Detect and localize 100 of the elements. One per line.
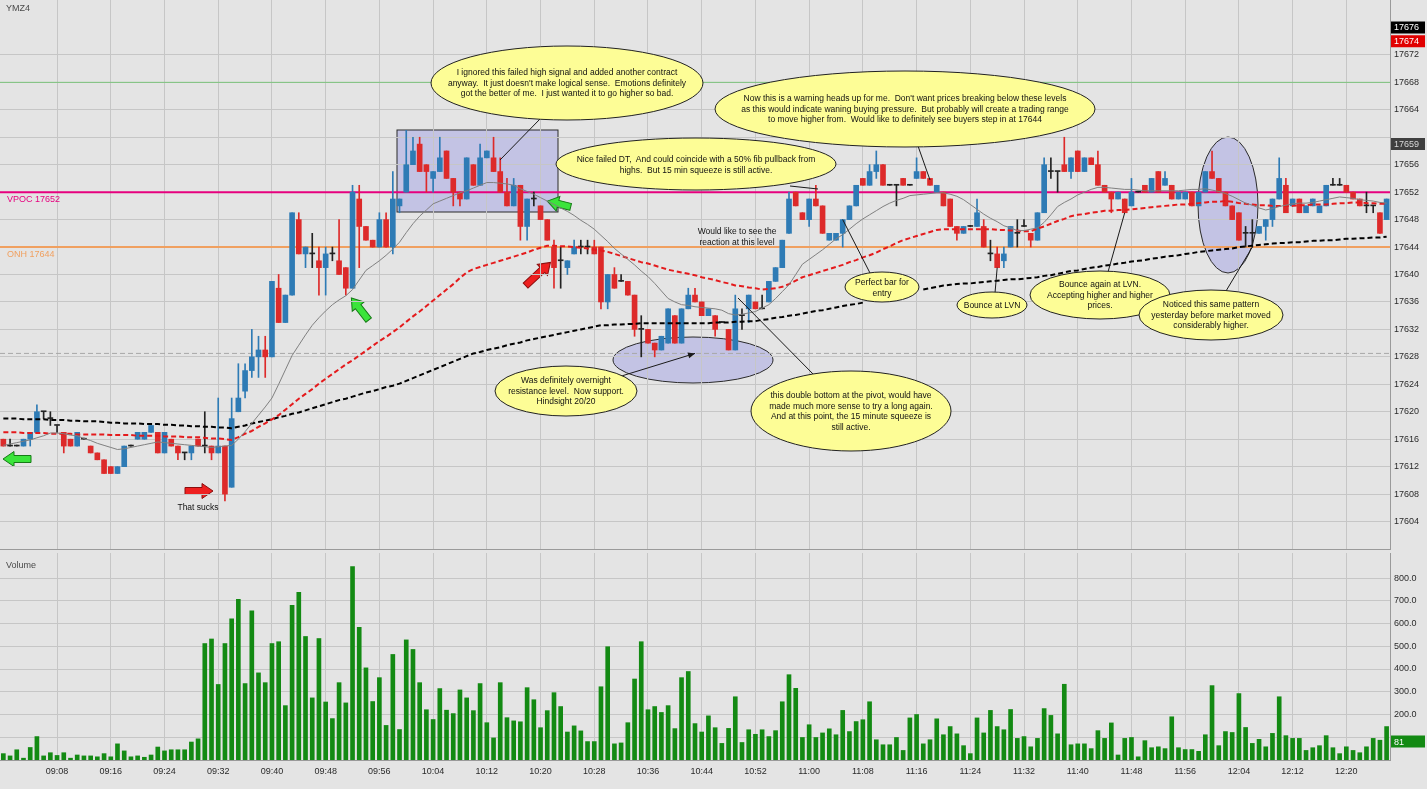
bar	[128, 756, 134, 760]
bar	[544, 710, 550, 760]
text: Volume	[6, 559, 37, 570]
bar	[638, 641, 644, 760]
x-tick-label: 10:12	[475, 765, 499, 776]
bar	[934, 718, 940, 760]
bar	[1290, 738, 1295, 760]
annotation: That sucks	[177, 501, 219, 513]
bar	[497, 682, 503, 760]
bar	[330, 718, 335, 760]
bar	[632, 678, 637, 760]
bar	[377, 677, 382, 760]
y-tick-label: 700.0	[1394, 595, 1417, 606]
bar	[685, 671, 691, 760]
bar	[699, 731, 705, 760]
y-tick-label: 17652	[1394, 186, 1420, 197]
bar	[1008, 709, 1013, 760]
bar	[1156, 746, 1161, 760]
bar	[558, 706, 563, 760]
bar	[397, 729, 402, 760]
bar	[847, 731, 852, 760]
bar	[518, 721, 523, 760]
bar	[249, 610, 255, 760]
bar	[887, 744, 893, 760]
bar	[303, 636, 308, 760]
bar	[894, 737, 899, 760]
bar	[1108, 722, 1114, 760]
bar	[68, 757, 73, 760]
candlestick	[557, 246, 564, 289]
bar	[95, 756, 100, 760]
x-tick-label: 10:44	[690, 765, 713, 776]
bar	[1310, 747, 1316, 760]
y-tick-label: 17612	[1394, 461, 1420, 472]
x-tick-label: 09:16	[99, 765, 123, 776]
x-tick-label: 10:36	[636, 765, 660, 776]
y-tick-label: 17628	[1394, 351, 1420, 362]
y-tick-label: 17640	[1394, 268, 1420, 279]
bar	[800, 737, 805, 760]
candlestick	[54, 424, 60, 433]
bar	[1344, 746, 1349, 760]
bar	[162, 750, 167, 760]
bar	[115, 743, 120, 760]
bar	[1216, 745, 1222, 760]
bar	[1276, 696, 1282, 760]
bar	[1035, 738, 1040, 760]
x-tick-label: 12:20	[1335, 765, 1358, 776]
x-tick-label: 09:08	[45, 765, 69, 776]
bar	[61, 752, 67, 760]
bar	[309, 697, 315, 760]
annotation: Was definitely overnight resistance level. Now support. Hindsight 20/20	[508, 375, 624, 407]
annotation: I ignored this failed high signal and added another contract anyway. It just doesn't make logical sense. Emotions definitely got the better of me. I just wanted it to go higher so bad.	[447, 67, 687, 99]
bar	[464, 697, 470, 760]
y-tick-label: 17608	[1394, 488, 1420, 499]
bar	[108, 756, 114, 760]
bar	[826, 728, 832, 760]
bar	[101, 753, 107, 760]
y-tick-label: 17672	[1394, 49, 1420, 60]
bar	[370, 701, 376, 760]
bar	[1263, 746, 1269, 760]
y-tick-label: 17616	[1394, 433, 1420, 444]
bar	[168, 749, 174, 760]
bar	[612, 743, 617, 760]
annotation: Nice failed DT, And could coincide with a 50% fib pullback from highs. But 15 min squeeze is still active.	[576, 153, 816, 175]
x-tick-label: 12:04	[1227, 765, 1251, 776]
bar	[209, 638, 214, 760]
bar	[1337, 753, 1342, 760]
x-tick-label: 11:24	[959, 765, 982, 776]
bar	[994, 726, 1000, 760]
bar	[1317, 745, 1322, 760]
bar	[424, 709, 429, 760]
bar	[1129, 737, 1134, 760]
annotation: 17674	[1394, 36, 1420, 47]
bar	[1014, 738, 1020, 760]
bar	[350, 566, 355, 760]
candlestick	[1014, 219, 1021, 248]
bar	[1270, 733, 1275, 760]
annotation: this double bottom at the pivot, would have made much more sense to try a long again. And at this point, the 15 minute squeeze is still active.	[769, 390, 933, 432]
x-tick-label: 09:56	[368, 765, 391, 776]
x-tick-label: 09:32	[206, 765, 230, 776]
bar	[726, 728, 731, 760]
x-tick-label: 09:48	[314, 765, 337, 776]
bar	[941, 734, 946, 760]
bar	[256, 672, 261, 760]
y-tick-label: 400.0	[1394, 663, 1417, 674]
bar	[1082, 743, 1087, 760]
bar	[262, 682, 268, 760]
y-tick-label: 200.0	[1394, 708, 1417, 719]
x-tick-label: 11:32	[1013, 765, 1035, 776]
bar	[1323, 735, 1329, 760]
bar	[1102, 738, 1107, 760]
candlestick	[1021, 219, 1027, 227]
candlestick	[316, 246, 322, 296]
bar	[679, 677, 684, 760]
bar	[175, 749, 181, 760]
bar	[1088, 748, 1094, 760]
bar	[605, 646, 611, 760]
annotation: Now this is a warning heads up for me. Don't want prices breaking below these levels as this would indicate waning buying pressure. But probably will create a trading range to move higher from. Would like to definitely see buyers step in at 17644	[741, 93, 1069, 125]
bar	[511, 720, 517, 760]
bar	[753, 733, 758, 760]
bar	[356, 627, 362, 760]
